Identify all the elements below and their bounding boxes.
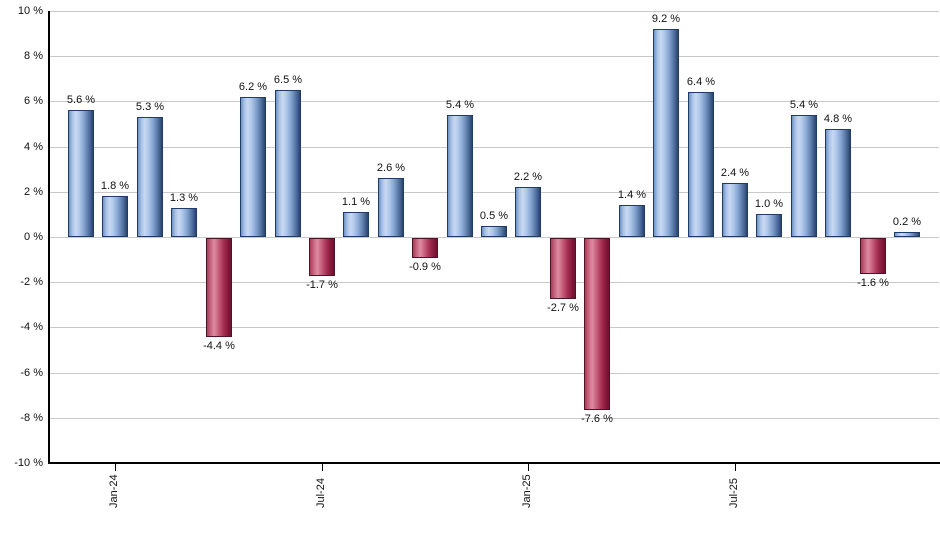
y-gridline (49, 56, 939, 57)
x-axis-tick (322, 464, 323, 471)
y-gridline (49, 373, 939, 374)
bar-value-label: 6.4 % (686, 76, 716, 88)
x-axis-tick-label: Jan-24 (108, 474, 120, 508)
positive-bar (756, 214, 782, 237)
y-axis-label: -4 % (20, 321, 43, 333)
y-axis-label: 6 % (24, 95, 43, 107)
bar-value-label: 9.2 % (651, 13, 681, 25)
negative-bar (860, 238, 886, 274)
bar-value-label: 0.2 % (892, 216, 922, 228)
positive-bar (619, 205, 645, 237)
bar-value-label: 1.4 % (617, 189, 647, 201)
negative-bar (206, 238, 232, 337)
bar-value-label: -2.7 % (547, 302, 579, 314)
bar-value-label: 1.0 % (754, 198, 784, 210)
x-axis-tick-label: Jul-24 (315, 478, 327, 508)
x-axis-tick (528, 464, 529, 471)
negative-bar (550, 238, 576, 299)
bar-value-label: -4.4 % (203, 340, 235, 352)
positive-bar (102, 196, 128, 237)
bar-value-label: 4.8 % (823, 113, 853, 125)
y-axis-label: 8 % (24, 50, 43, 62)
positive-bar (275, 90, 301, 237)
negative-bar (309, 238, 335, 276)
positive-bar (688, 92, 714, 237)
bar-value-label: 1.3 % (169, 192, 199, 204)
y-gridline (49, 192, 939, 193)
bar-value-label: -0.9 % (409, 261, 441, 273)
bar-value-label: 5.6 % (66, 94, 96, 106)
y-axis-label: -10 % (14, 457, 43, 469)
bar-value-label: 1.8 % (100, 180, 130, 192)
bar-value-label: 5.3 % (135, 101, 165, 113)
positive-bar (171, 208, 197, 237)
bar-value-label: 6.2 % (238, 81, 268, 93)
y-axis-label: 4 % (24, 141, 43, 153)
y-gridline (49, 327, 939, 328)
positive-bar (343, 212, 369, 237)
bar-value-label: 1.1 % (341, 196, 371, 208)
y-axis-label: -2 % (20, 276, 43, 288)
positive-bar (378, 178, 404, 237)
bar-value-label: 2.2 % (513, 171, 543, 183)
positive-bar (515, 187, 541, 237)
positive-bar (68, 110, 94, 237)
positive-bar (791, 115, 817, 237)
positive-bar (137, 117, 163, 237)
negative-bar (412, 238, 438, 258)
positive-bar (722, 183, 748, 237)
x-axis-tick (115, 464, 116, 471)
y-axis-label: 2 % (24, 186, 43, 198)
y-gridline (49, 147, 939, 148)
y-gridline (49, 237, 939, 238)
bar-value-label: 0.5 % (479, 210, 509, 222)
x-axis-tick-label: Jul-25 (728, 478, 740, 508)
y-axis-line (48, 11, 50, 464)
y-axis-label: -8 % (20, 412, 43, 424)
bar-value-label: 5.4 % (789, 99, 819, 111)
y-gridline (49, 11, 939, 12)
bar-value-label: -1.6 % (857, 277, 889, 289)
x-axis-tick-label: Jan-25 (521, 474, 533, 508)
y-gridline (49, 282, 939, 283)
positive-bar (240, 97, 266, 237)
negative-bar (584, 238, 610, 410)
positive-bar (653, 29, 679, 237)
x-axis-tick (735, 464, 736, 471)
y-axis-label: 10 % (17, 5, 43, 17)
bar-value-label: -7.6 % (581, 413, 613, 425)
positive-bar (894, 232, 920, 237)
x-axis-line (48, 462, 940, 464)
y-axis-label: -6 % (20, 367, 43, 379)
bar-value-label: -1.7 % (306, 279, 338, 291)
positive-bar (825, 129, 851, 237)
positive-bar (447, 115, 473, 237)
bar-value-label: 2.4 % (720, 167, 750, 179)
y-gridline (49, 418, 939, 419)
bar-value-label: 2.6 % (376, 162, 406, 174)
positive-bar (481, 226, 507, 237)
y-gridline (49, 101, 939, 102)
bar-value-label: 5.4 % (445, 99, 475, 111)
bar-value-label: 6.5 % (273, 74, 303, 86)
y-axis-label: 0 % (24, 231, 43, 243)
